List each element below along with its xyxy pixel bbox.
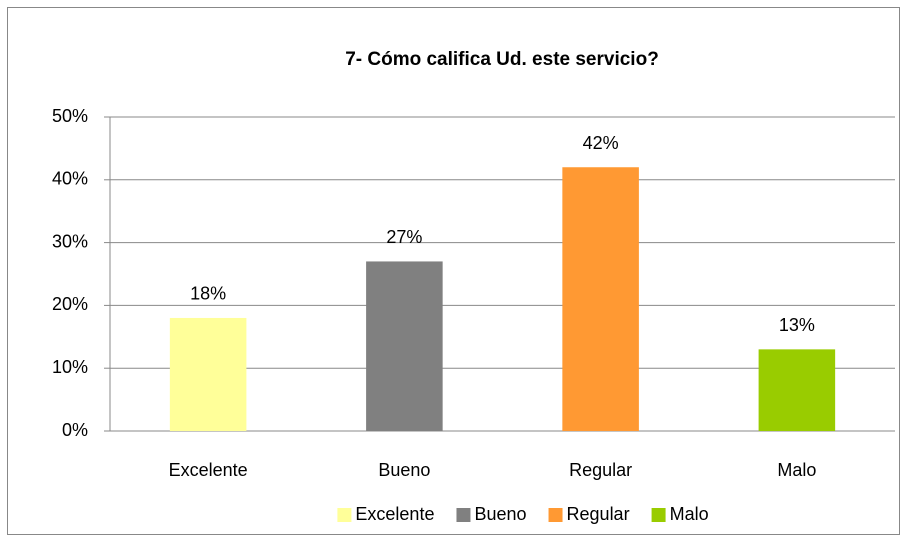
- x-tick-label: Regular: [569, 460, 632, 480]
- legend-label: Excelente: [355, 504, 434, 524]
- bar: [758, 349, 836, 431]
- chart-border: [7, 7, 900, 535]
- data-label: 18%: [190, 284, 226, 304]
- bar: [366, 261, 443, 431]
- legend-swatch: [456, 508, 471, 522]
- legend-swatch: [548, 508, 563, 522]
- legend-label: Malo: [670, 504, 709, 524]
- legend-label: Regular: [567, 504, 630, 524]
- y-tick-label: 20%: [52, 294, 88, 314]
- bar: [562, 167, 639, 432]
- y-tick-label: 0%: [62, 420, 88, 440]
- y-tick-label: 40%: [52, 169, 88, 189]
- x-tick-label: Malo: [777, 460, 816, 480]
- x-tick-label: Bueno: [378, 460, 430, 480]
- y-tick-label: 50%: [52, 106, 88, 126]
- legend-swatch: [337, 508, 352, 522]
- bar: [169, 317, 247, 431]
- data-label: 42%: [583, 133, 619, 153]
- data-label: 27%: [386, 227, 422, 247]
- legend-swatch: [651, 508, 666, 522]
- x-tick-label: Excelente: [169, 460, 248, 480]
- chart-title: 7- Cómo califica Ud. este servicio?: [345, 49, 659, 70]
- legend-label: Bueno: [474, 504, 526, 524]
- y-tick-label: 10%: [52, 357, 88, 377]
- data-label: 13%: [779, 315, 815, 335]
- y-tick-label: 30%: [52, 231, 88, 251]
